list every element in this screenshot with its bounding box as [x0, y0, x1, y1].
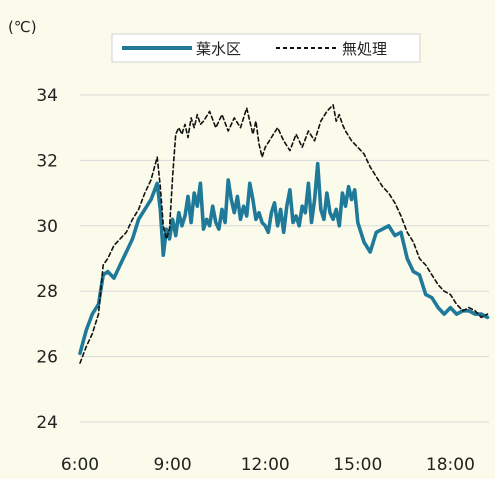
gridlines: [80, 94, 489, 423]
y-tick-label: 28: [36, 282, 58, 302]
legend-label-series-2: 無処理: [342, 40, 387, 58]
series-lines: [78, 104, 490, 364]
y-tick-label: 24: [36, 413, 58, 433]
y-tick-label: 30: [36, 217, 58, 237]
x-axis: 6:00 9:00 12:00 15:00 18:00: [61, 455, 475, 475]
x-tick-label: 6:00: [61, 455, 99, 475]
legend-label-series-1: 葉水区: [196, 40, 241, 58]
series-line-1: [78, 161, 490, 356]
x-tick-label: 18:00: [426, 455, 475, 475]
x-tick-label: 15:00: [333, 455, 382, 475]
y-tick-label: 34: [36, 86, 58, 106]
x-tick-label: 12:00: [241, 455, 290, 475]
y-tick-label: 26: [36, 348, 58, 368]
y-axis: 24 26 28 30 32 34: [36, 86, 58, 433]
legend: 葉水区 無処理: [111, 33, 421, 63]
legend-box: [111, 33, 421, 63]
series-line-2: [79, 104, 489, 364]
y-unit-label: (℃): [8, 18, 37, 36]
y-tick-label: 32: [36, 151, 58, 171]
x-tick-label: 9:00: [154, 455, 192, 475]
